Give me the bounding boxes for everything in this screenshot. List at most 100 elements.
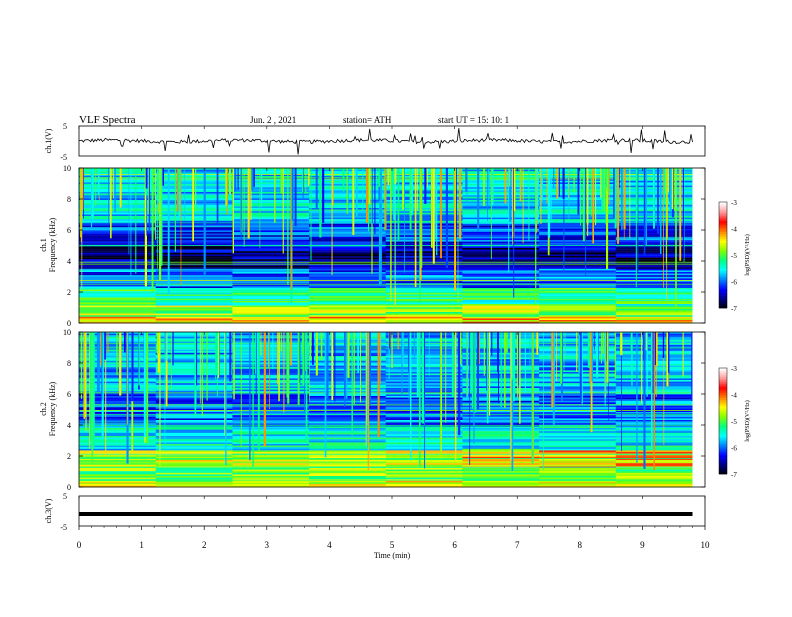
colorbar-swatch: [719, 436, 727, 439]
colorbar-swatch: [719, 443, 727, 447]
time-tick-label: 8: [578, 540, 583, 550]
colorbar-swatch: [719, 369, 727, 372]
ch1-spectrogram-ytick-label: 0: [67, 319, 71, 328]
colorbar-swatch: [719, 394, 727, 397]
colorbar-swatch: [719, 399, 727, 402]
ch3-voltage-panel: 5 -5 ch.3(V): [44, 492, 706, 532]
colorbar-swatch: [719, 410, 727, 413]
colorbar-swatch: [719, 442, 727, 445]
colorbar-swatch: [719, 433, 727, 436]
colorbar-swatch: [719, 376, 727, 379]
colorbar-tick-label: -7: [731, 471, 737, 479]
ch1-spectrogram-ytick-label: 6: [67, 226, 71, 235]
colorbar-swatch: [719, 286, 727, 289]
colorbar-swatch: [719, 398, 727, 401]
colorbar-swatch: [719, 417, 727, 420]
ch3-voltage-ylabel: ch.3(V): [44, 498, 53, 523]
time-tick-label: 10: [701, 540, 711, 550]
colorbar-swatch: [719, 219, 727, 222]
colorbar-swatch: [719, 421, 727, 424]
colorbar-swatch: [719, 214, 727, 217]
colorbar-swatch: [719, 447, 727, 450]
colorbar-swatch: [719, 451, 727, 454]
colorbar-swatch: [719, 265, 727, 268]
ch1-ytick-bottom: -5: [60, 153, 67, 162]
time-axis-label: Time (min): [374, 551, 411, 560]
colorbar-swatch: [719, 292, 727, 295]
colorbar-frame: [718, 367, 728, 475]
ch2-spectrogram-ytick-label: 4: [67, 421, 71, 430]
colorbar-swatch: [719, 216, 727, 219]
colorbar-swatch: [719, 256, 727, 259]
ch1-spectrogram-ytick-label: 8: [67, 195, 71, 204]
colorbar-swatch: [719, 232, 727, 235]
time-tick-label: 1: [139, 540, 144, 550]
colorbar-swatch: [719, 293, 727, 296]
colorbar-label: log(PSD)(V²/Hz): [744, 234, 751, 275]
station-label: station= ATH: [343, 115, 392, 125]
colorbar-swatch: [719, 378, 727, 381]
colorbar-swatch: [719, 262, 727, 265]
colorbar-swatch: [719, 247, 727, 250]
colorbar-swatch: [719, 223, 727, 226]
colorbar-swatch: [719, 429, 727, 432]
ch3-ytick-top: 5: [63, 492, 67, 501]
colorbar-swatch: [719, 258, 727, 261]
chart-title: VLF Spectra: [79, 114, 136, 126]
colorbar-swatch: [719, 272, 727, 275]
ch1-ytick-top: 5: [63, 122, 67, 131]
colorbar-swatch: [719, 431, 727, 434]
colorbar-swatch: [719, 228, 727, 231]
colorbar-swatch: [719, 255, 727, 258]
colorbar-swatch: [719, 438, 727, 441]
ch2-colorbar: -3 -4 -5 -6 -7 log(PSD)(V²/Hz): [718, 365, 751, 479]
time-tick-label: 2: [202, 540, 207, 550]
colorbar-swatch: [719, 209, 727, 212]
colorbar-swatch: [719, 465, 727, 468]
colorbar-tick-label: -3: [731, 365, 737, 373]
colorbar-swatch: [719, 412, 727, 415]
colorbar-swatch: [719, 426, 727, 429]
colorbar-swatch: [719, 452, 727, 455]
colorbar-swatch: [719, 387, 727, 390]
ch3-ytick-bottom: -5: [60, 523, 67, 532]
colorbar-swatch: [719, 269, 727, 272]
ch2-spectrogram-ytick-label: 10: [63, 328, 71, 337]
time-tick-label: 9: [640, 540, 645, 550]
colorbar-swatch: [719, 413, 727, 416]
colorbar-swatch: [719, 242, 727, 245]
colorbar-swatch: [719, 283, 727, 286]
ch1-spectrogram-image: [79, 168, 705, 324]
colorbar-swatch: [719, 371, 727, 374]
colorbar-swatch: [719, 368, 727, 371]
colorbar-tick-label: -6: [731, 445, 737, 453]
colorbar-tick-label: -3: [731, 199, 737, 207]
colorbar-swatch: [719, 203, 727, 206]
ch1-spectrogram-panel: 10 8 6 4 2 0 ch.1Frequency (kHz): [39, 164, 706, 328]
colorbar-swatch: [719, 249, 727, 252]
colorbar-swatch: [719, 380, 727, 383]
colorbar-swatch: [719, 205, 727, 208]
colorbar-swatch: [719, 392, 727, 395]
colorbar-swatch: [719, 401, 727, 404]
colorbar-swatch: [719, 299, 727, 302]
colorbar-swatch: [719, 302, 727, 305]
ch3-voltage-frame: [78, 495, 706, 527]
colorbar-swatch: [719, 390, 727, 394]
colorbar-swatch: [719, 373, 727, 376]
date-label: Jun. 2 , 2021: [250, 115, 296, 125]
colorbar-swatch: [719, 472, 727, 475]
colorbar-swatch: [719, 468, 727, 471]
colorbar-frame: [718, 201, 728, 309]
colorbar-swatch: [719, 463, 727, 466]
colorbar-swatch: [719, 300, 727, 303]
colorbar-swatch: [719, 408, 727, 411]
colorbar-swatch: [719, 396, 727, 399]
colorbar-tick-label: -5: [731, 252, 737, 260]
colorbar-swatch: [719, 458, 727, 461]
colorbar-swatch: [719, 210, 727, 213]
colorbar-swatch: [719, 267, 727, 270]
colorbar-swatch: [719, 382, 727, 385]
colorbar-swatch: [719, 403, 727, 406]
